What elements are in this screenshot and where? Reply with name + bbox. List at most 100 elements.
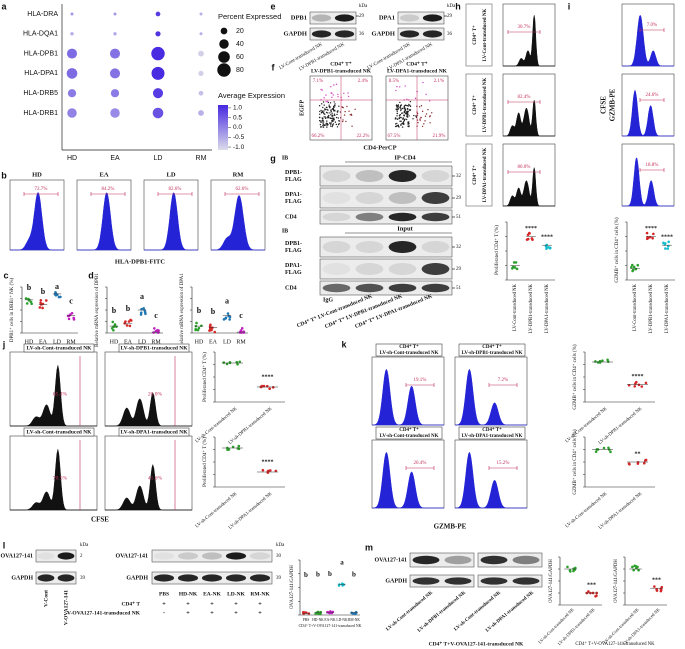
label: LV-sh-Cont-transduced NK [379, 351, 438, 356]
event [335, 123, 338, 126]
event [408, 115, 410, 117]
gene-label: HLA-DRB1 [23, 110, 58, 117]
group-label: EA [39, 339, 48, 345]
band [153, 574, 175, 582]
band [322, 241, 351, 253]
label: 32 [456, 174, 462, 179]
event [322, 119, 324, 122]
dot [151, 46, 165, 61]
event [403, 110, 406, 113]
label: 2.4% [358, 79, 368, 84]
label: **** [262, 459, 274, 465]
y-axis-label: DPB1⁺ cells in DRB1⁺ NK (%) [9, 278, 15, 343]
histogram [10, 365, 97, 427]
band [322, 263, 351, 275]
dot [109, 68, 121, 79]
label: kDa [447, 4, 456, 9]
event [326, 122, 328, 124]
event [318, 113, 321, 115]
event [429, 122, 431, 124]
gate-percent: 7.0% [647, 23, 657, 28]
event [323, 116, 325, 118]
event [325, 100, 327, 103]
band [225, 552, 247, 560]
event [406, 98, 408, 100]
band [421, 263, 450, 275]
point [195, 321, 198, 325]
label: 36 [359, 32, 365, 37]
point [645, 231, 649, 235]
point [634, 380, 638, 384]
point [315, 611, 319, 614]
point [659, 589, 663, 593]
label: LV-sh-DPA1-transduced NK [462, 434, 523, 439]
label: GAPDH [126, 575, 148, 581]
label: i [568, 1, 571, 11]
blot-frame [151, 549, 273, 563]
side-label-frame [465, 3, 493, 67]
lane-label: RM-NK [250, 591, 270, 597]
event [326, 117, 328, 119]
event [326, 126, 328, 128]
event [334, 121, 337, 123]
label: g [270, 153, 276, 163]
label: FLAG [285, 270, 302, 276]
event [320, 112, 323, 114]
gate-percent: 26.0% [148, 391, 163, 397]
significance-letter: b [197, 306, 202, 315]
point [566, 565, 569, 569]
group-label: LV-Cont-transduced NK [513, 283, 518, 330]
point [666, 247, 670, 250]
point [548, 246, 552, 250]
label: GZMB-PE [609, 88, 617, 121]
event [420, 105, 423, 107]
label: LV-Cont-transduced NK [483, 9, 488, 62]
label: GAPDH [11, 575, 33, 581]
event [419, 118, 421, 120]
point [644, 381, 648, 385]
label: V-Cont [43, 590, 49, 607]
label: 2.1% [434, 79, 444, 84]
point [651, 236, 654, 240]
histogram [10, 449, 97, 511]
band [412, 577, 440, 585]
point [242, 331, 246, 334]
group-label: EA [124, 339, 133, 345]
band [512, 555, 540, 565]
event [399, 101, 401, 104]
point [41, 302, 45, 306]
point [225, 362, 229, 366]
point [652, 232, 655, 236]
histogram [105, 391, 192, 427]
point [227, 448, 231, 451]
band [177, 552, 199, 560]
dot [198, 110, 204, 116]
event [402, 112, 404, 114]
size-key [220, 27, 228, 35]
event [323, 108, 326, 110]
gate-percent: 41.6% [148, 475, 163, 481]
event [414, 97, 417, 100]
dot [109, 48, 121, 59]
event [401, 107, 404, 110]
event [323, 110, 325, 112]
band [355, 192, 384, 204]
point [39, 301, 42, 305]
title-frame [23, 427, 95, 437]
point [606, 358, 609, 362]
point [152, 331, 155, 334]
event [415, 115, 417, 118]
label: 51 [456, 215, 462, 220]
event [321, 89, 323, 91]
gene-label: HLA-DPB1 [24, 50, 58, 57]
band [334, 14, 355, 22]
event [423, 123, 425, 125]
size-key-label: 60 [236, 54, 244, 61]
label: CFSE [91, 516, 109, 524]
band [388, 263, 417, 275]
label: 29 [447, 14, 453, 19]
y-axis-label: Proliferated CD4⁺ T (%) [202, 437, 208, 487]
point [115, 325, 118, 328]
gene-label: HLA-DPA1 [24, 70, 58, 77]
event [332, 107, 335, 110]
